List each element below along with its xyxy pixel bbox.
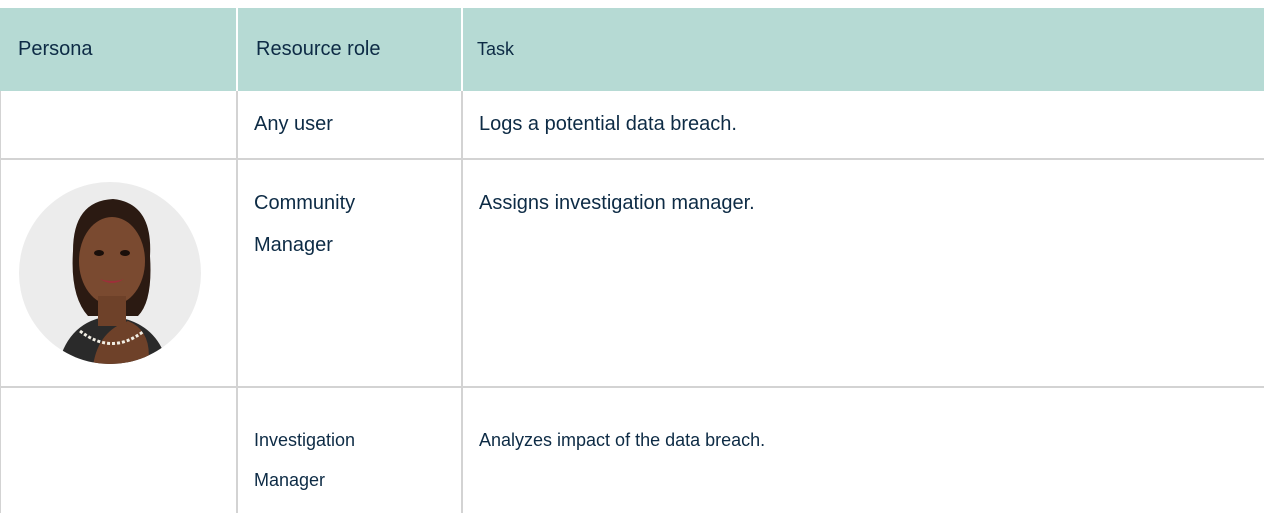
column-border (236, 91, 238, 513)
task-cell: Assigns investigation manager. (463, 182, 1263, 224)
header-text: Persona (18, 38, 93, 60)
header-cell: Resource role (238, 8, 461, 91)
role-text: Any user (254, 113, 333, 135)
column-border (0, 91, 1, 513)
role-text: Community Manager (254, 192, 356, 256)
task-text: Logs a potential data breach. (479, 113, 737, 135)
task-text: Assigns investigation manager. (479, 192, 755, 214)
task-text: Analyzes impact of the data breach. (479, 430, 766, 450)
role-text: Investigation Manager (254, 430, 356, 490)
column-border (461, 91, 463, 513)
header-text: Resource role (256, 38, 381, 60)
persona-avatar (19, 182, 201, 364)
task-cell: Analyzes impact of the data breach. (463, 420, 1263, 460)
row-border (0, 158, 1264, 160)
header-cell: Persona (0, 8, 236, 91)
role-cell: Community Manager (238, 182, 413, 266)
role-cell: Investigation Manager (238, 420, 413, 500)
header-text: Task (477, 39, 515, 59)
task-cell: Logs a potential data breach. (463, 91, 1263, 158)
role-cell: Any user (238, 91, 461, 158)
header-cell: Task (463, 8, 1264, 91)
row-border (0, 386, 1264, 388)
